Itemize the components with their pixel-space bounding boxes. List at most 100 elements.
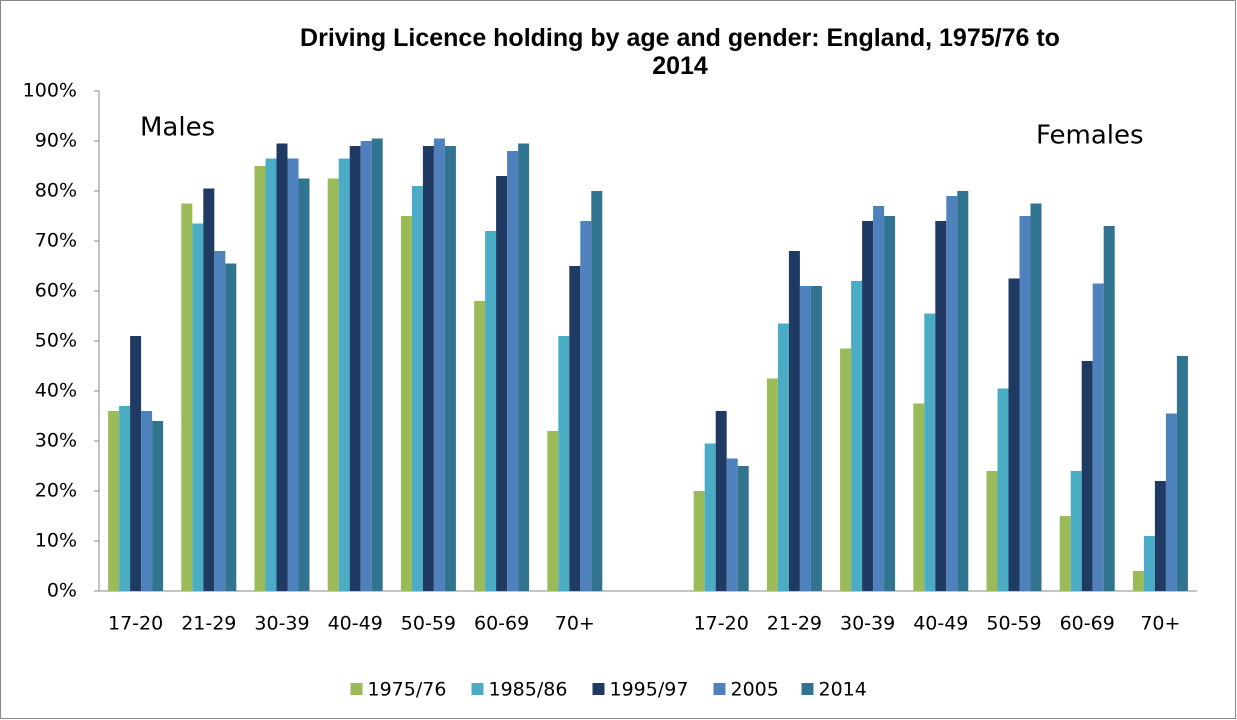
bar bbox=[715, 411, 727, 591]
x-tick-label: 40-49 bbox=[913, 613, 968, 635]
bar bbox=[1030, 203, 1042, 591]
bar bbox=[924, 313, 936, 591]
bar bbox=[1019, 216, 1031, 591]
bar bbox=[327, 178, 339, 591]
bar bbox=[371, 138, 383, 591]
x-tick-label: 21-29 bbox=[181, 613, 236, 635]
x-tick-label: 30-39 bbox=[254, 613, 309, 635]
legend-swatch bbox=[350, 683, 363, 695]
bar bbox=[422, 146, 434, 591]
bar bbox=[181, 203, 193, 591]
bar bbox=[704, 443, 716, 591]
legend-swatch bbox=[713, 683, 726, 695]
bar bbox=[1165, 413, 1177, 591]
bar bbox=[840, 348, 852, 591]
bar bbox=[298, 178, 310, 591]
chart-title: Driving Licence holding by age and gende… bbox=[300, 24, 1060, 80]
bar bbox=[338, 158, 350, 591]
y-tick-label: 70% bbox=[35, 230, 77, 252]
y-tick-label: 0% bbox=[47, 580, 77, 602]
bar bbox=[997, 388, 1009, 591]
bar bbox=[119, 406, 131, 591]
bar bbox=[474, 301, 486, 591]
bar bbox=[507, 151, 519, 591]
bar bbox=[1070, 471, 1082, 591]
bar bbox=[558, 336, 570, 591]
bar bbox=[1081, 361, 1093, 591]
x-tick-label: 17-20 bbox=[694, 613, 749, 635]
bar bbox=[851, 281, 863, 591]
bar bbox=[400, 216, 412, 591]
bar bbox=[1103, 226, 1115, 591]
bar bbox=[254, 166, 266, 591]
bar bbox=[693, 491, 705, 591]
y-tick-label: 60% bbox=[35, 280, 77, 302]
bar bbox=[862, 221, 874, 591]
bar bbox=[935, 221, 947, 591]
bar bbox=[569, 266, 581, 591]
legend-swatch bbox=[801, 683, 814, 695]
x-tick-label: 40-49 bbox=[328, 613, 383, 635]
bar bbox=[265, 158, 277, 591]
y-tick-label: 50% bbox=[35, 330, 77, 352]
x-tick-label: 50-59 bbox=[401, 613, 456, 635]
bar bbox=[591, 191, 603, 591]
bar bbox=[192, 223, 204, 591]
legend-label: 2005 bbox=[731, 679, 779, 701]
y-tick-label: 30% bbox=[35, 430, 77, 452]
y-tick-label: 80% bbox=[35, 180, 77, 202]
y-tick-label: 40% bbox=[35, 380, 77, 402]
bar bbox=[580, 221, 592, 591]
x-tick-label: 60-69 bbox=[1060, 613, 1115, 635]
x-tick-label: 50-59 bbox=[986, 613, 1041, 635]
annotation: Females bbox=[1036, 121, 1144, 151]
y-tick-label: 20% bbox=[35, 480, 77, 502]
x-tick-label: 70+ bbox=[555, 613, 595, 635]
y-tick-label: 90% bbox=[35, 130, 77, 152]
bar bbox=[788, 251, 800, 591]
annotation: Males bbox=[140, 113, 215, 143]
bar bbox=[108, 411, 120, 591]
bar bbox=[518, 143, 530, 591]
bar bbox=[986, 471, 998, 591]
x-tick-label: 70+ bbox=[1140, 613, 1180, 635]
bar bbox=[214, 251, 226, 591]
bar bbox=[496, 176, 508, 591]
bar bbox=[957, 191, 969, 591]
bar bbox=[349, 146, 361, 591]
legend-label: 1975/76 bbox=[368, 679, 447, 701]
bar bbox=[913, 403, 925, 591]
bar bbox=[130, 336, 142, 591]
bar bbox=[1059, 516, 1071, 591]
legend-swatch bbox=[592, 683, 605, 695]
bar bbox=[1176, 356, 1188, 591]
bar bbox=[433, 138, 445, 591]
bar bbox=[547, 431, 559, 591]
x-tick-label: 17-20 bbox=[108, 613, 163, 635]
legend-swatch bbox=[471, 683, 484, 695]
bar bbox=[766, 378, 778, 591]
x-tick-label: 60-69 bbox=[474, 613, 529, 635]
y-tick-label: 10% bbox=[35, 530, 77, 552]
bar bbox=[1154, 481, 1166, 591]
legend-label: 1995/97 bbox=[610, 679, 689, 701]
bar bbox=[884, 216, 896, 591]
bar bbox=[1132, 571, 1144, 591]
bar bbox=[737, 466, 749, 591]
bar bbox=[287, 158, 299, 591]
legend-label: 1985/86 bbox=[489, 679, 568, 701]
bar bbox=[946, 196, 958, 591]
bar bbox=[360, 141, 372, 591]
bar bbox=[1092, 283, 1104, 591]
bar bbox=[485, 231, 497, 591]
x-tick-label: 21-29 bbox=[767, 613, 822, 635]
bar bbox=[777, 323, 789, 591]
bar bbox=[141, 411, 153, 591]
bar bbox=[152, 421, 164, 591]
x-tick-label: 30-39 bbox=[840, 613, 895, 635]
bar bbox=[203, 188, 215, 591]
bar bbox=[444, 146, 456, 591]
bar bbox=[873, 206, 885, 591]
